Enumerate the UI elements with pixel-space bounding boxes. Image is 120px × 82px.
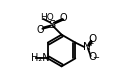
Text: +: +: [87, 39, 93, 48]
Text: N: N: [83, 42, 91, 52]
Text: O: O: [88, 52, 96, 62]
Text: −: −: [92, 53, 99, 62]
Text: H₂N: H₂N: [31, 53, 49, 63]
Text: O: O: [37, 25, 44, 35]
Text: S: S: [48, 20, 56, 30]
Text: O: O: [88, 34, 96, 44]
Text: HO: HO: [41, 13, 54, 22]
Text: O: O: [60, 13, 67, 23]
